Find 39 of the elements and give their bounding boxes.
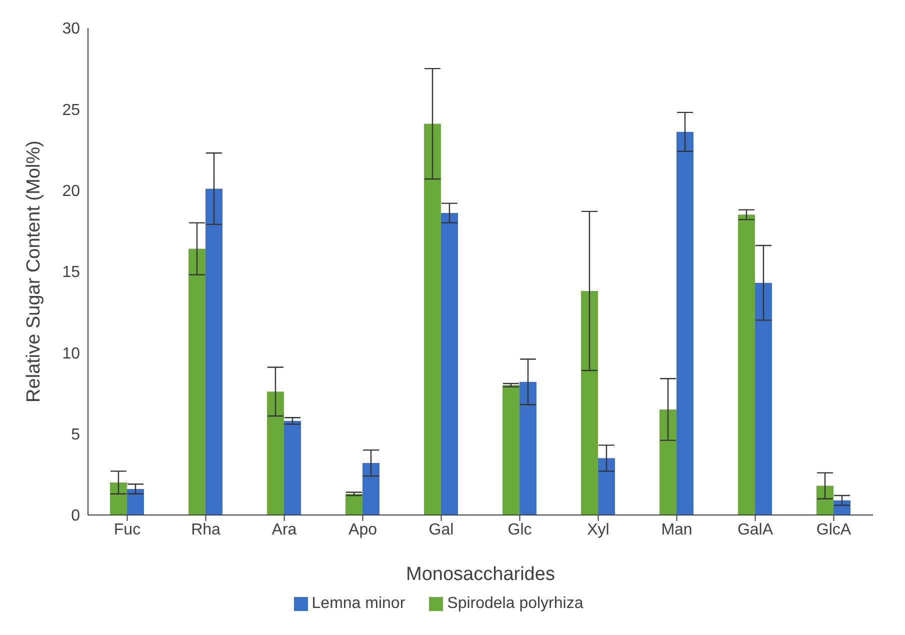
bar — [188, 248, 206, 515]
y-axis-title: Relative Sugar Content (Mol%) — [24, 140, 45, 402]
bar — [659, 409, 676, 515]
legend-label: Spirodela polyrhiza — [447, 595, 584, 612]
y-tick-label: 30 — [62, 20, 80, 38]
x-tick-label: Xyl — [587, 521, 610, 538]
bar — [345, 494, 362, 515]
bar — [598, 458, 615, 515]
x-tick-label: Ara — [272, 521, 297, 538]
x-tick-label: Gal — [428, 521, 454, 538]
bar — [519, 382, 536, 515]
bar — [502, 385, 520, 515]
bar — [440, 213, 458, 515]
y-tick-label: 25 — [62, 102, 80, 119]
y-tick-label: 10 — [62, 345, 80, 362]
bar — [362, 463, 380, 515]
bar — [754, 282, 772, 515]
x-tick-label: Rha — [191, 521, 221, 538]
x-tick-label: Apo — [348, 521, 378, 538]
y-tick-label: 20 — [62, 183, 80, 200]
bar — [284, 420, 301, 515]
bar — [580, 290, 598, 515]
bar — [110, 482, 127, 515]
x-tick-label: Glc — [508, 521, 532, 538]
legend-label: Lemna minor — [312, 595, 406, 612]
x-tick-label: Man — [661, 521, 692, 538]
bar — [676, 132, 694, 515]
x-tick-label: GlcA — [816, 521, 852, 538]
bar — [816, 486, 834, 515]
y-tick-label: 5 — [71, 426, 80, 444]
x-tick-label: Fuc — [114, 521, 141, 538]
x-tick-label: GalA — [737, 521, 774, 538]
bar — [738, 214, 755, 515]
bar — [205, 188, 222, 515]
x-axis-title: Monosaccharides — [406, 564, 555, 585]
y-tick-label: 15 — [62, 264, 80, 282]
y-tick-label: 0 — [71, 508, 80, 525]
bar — [266, 392, 284, 515]
bar — [424, 124, 441, 515]
